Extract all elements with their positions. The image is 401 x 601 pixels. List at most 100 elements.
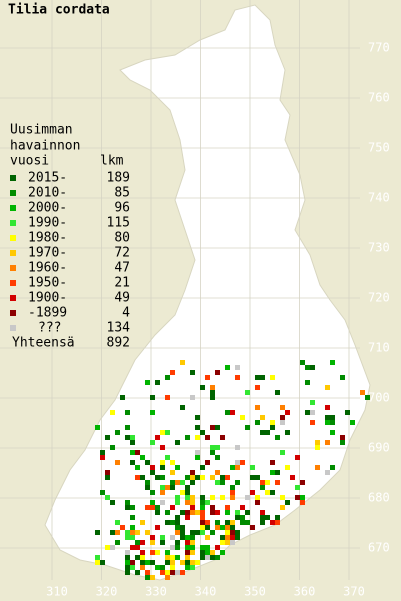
cell <box>155 510 160 515</box>
cell <box>230 525 235 530</box>
cell <box>205 435 210 440</box>
cell <box>180 490 185 495</box>
cell <box>295 485 300 490</box>
cell <box>180 525 185 530</box>
cell <box>200 515 205 520</box>
cell <box>255 385 260 390</box>
cell <box>185 510 190 515</box>
legend-swatch <box>10 220 16 226</box>
cell <box>140 455 145 460</box>
y-axis-label: 720 <box>368 291 390 305</box>
cell <box>225 410 230 415</box>
cell <box>165 485 170 490</box>
cell <box>255 405 260 410</box>
cell <box>305 380 310 385</box>
cell <box>265 490 270 495</box>
cell <box>250 475 255 480</box>
cell <box>150 470 155 475</box>
cell <box>200 475 205 480</box>
legend-label: 1980- <box>28 231 67 246</box>
cell <box>155 550 160 555</box>
cell <box>310 410 315 415</box>
cell <box>260 510 265 515</box>
legend-count: 85 <box>114 186 130 201</box>
cell <box>225 520 230 525</box>
cell <box>145 485 150 490</box>
cell <box>235 460 240 465</box>
cell <box>255 475 260 480</box>
y-axis-label: 710 <box>368 341 390 355</box>
cell <box>175 540 180 545</box>
cell <box>155 380 160 385</box>
cell <box>135 545 140 550</box>
cell <box>95 530 100 535</box>
cell <box>130 535 135 540</box>
cell <box>200 510 205 515</box>
cell <box>165 555 170 560</box>
cell <box>170 370 175 375</box>
legend-count: 21 <box>114 276 130 291</box>
cell <box>225 510 230 515</box>
cell <box>285 410 290 415</box>
cell <box>110 500 115 505</box>
cell <box>275 390 280 395</box>
cell <box>125 435 130 440</box>
cell <box>255 500 260 505</box>
cell <box>260 430 265 435</box>
cell <box>245 390 250 395</box>
cell <box>125 555 130 560</box>
cell <box>220 495 225 500</box>
legend-label: ??? <box>38 321 61 336</box>
legend-label: 2015- <box>28 171 67 186</box>
cell <box>180 560 185 565</box>
y-axis-label: 670 <box>368 541 390 555</box>
legend-swatch <box>10 310 16 316</box>
y-axis-label: 680 <box>368 491 390 505</box>
cell <box>270 420 275 425</box>
cell <box>120 395 125 400</box>
cell <box>275 470 280 475</box>
cell <box>170 485 175 490</box>
cell <box>265 480 270 485</box>
cell <box>155 435 160 440</box>
cell <box>165 510 170 515</box>
cell <box>330 360 335 365</box>
cell <box>140 550 145 555</box>
cell <box>150 500 155 505</box>
cell <box>155 525 160 530</box>
cell <box>195 560 200 565</box>
legend-count: 72 <box>114 246 130 261</box>
cell <box>150 540 155 545</box>
cell <box>150 395 155 400</box>
cell <box>275 435 280 440</box>
cell <box>170 535 175 540</box>
cell <box>310 400 315 405</box>
cell <box>140 520 145 525</box>
cell <box>125 500 130 505</box>
legend-label: -1899 <box>28 306 67 321</box>
cell <box>130 515 135 520</box>
cell <box>240 460 245 465</box>
cell <box>190 535 195 540</box>
cell <box>230 465 235 470</box>
cell <box>180 510 185 515</box>
cell <box>145 570 150 575</box>
cell <box>160 430 165 435</box>
cell <box>215 455 220 460</box>
cell <box>165 520 170 525</box>
cell <box>190 540 195 545</box>
legend-swatch <box>10 205 16 211</box>
y-axis-label: 740 <box>368 191 390 205</box>
x-axis-label: 350 <box>244 585 266 599</box>
cell <box>290 475 295 480</box>
cell <box>100 490 105 495</box>
cell <box>360 390 365 395</box>
cell <box>145 575 150 580</box>
cell <box>160 540 165 545</box>
cell <box>245 520 250 525</box>
cell <box>115 430 120 435</box>
cell <box>240 520 245 525</box>
cell <box>150 575 155 580</box>
cell <box>180 535 185 540</box>
